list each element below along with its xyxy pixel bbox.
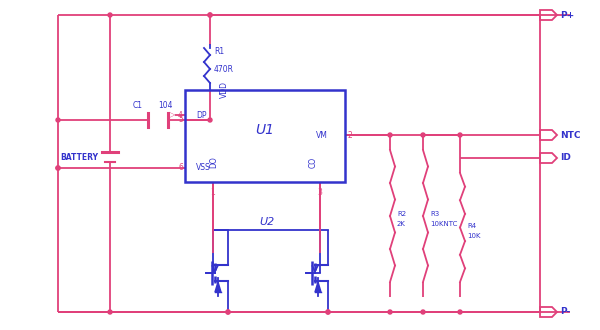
Circle shape bbox=[226, 310, 230, 314]
Text: BATTERY: BATTERY bbox=[60, 152, 98, 161]
Circle shape bbox=[458, 133, 462, 137]
Text: R2: R2 bbox=[397, 211, 406, 217]
Circle shape bbox=[421, 133, 425, 137]
Text: 10KNTC: 10KNTC bbox=[430, 221, 457, 227]
Text: C1: C1 bbox=[133, 101, 143, 110]
Circle shape bbox=[208, 13, 212, 17]
Text: P-: P- bbox=[560, 308, 570, 316]
Text: P+: P+ bbox=[560, 11, 574, 19]
Polygon shape bbox=[215, 282, 221, 292]
Text: 3: 3 bbox=[317, 188, 322, 197]
Circle shape bbox=[388, 133, 392, 137]
Circle shape bbox=[208, 118, 212, 122]
Text: ID: ID bbox=[560, 153, 571, 162]
Circle shape bbox=[208, 13, 212, 17]
Text: 4: 4 bbox=[178, 111, 183, 119]
Text: CO: CO bbox=[309, 157, 318, 168]
Text: R4: R4 bbox=[467, 222, 476, 228]
Circle shape bbox=[56, 118, 60, 122]
Bar bbox=[185, 90, 345, 182]
Circle shape bbox=[56, 166, 60, 170]
Circle shape bbox=[326, 310, 330, 314]
Polygon shape bbox=[315, 282, 321, 292]
Circle shape bbox=[458, 310, 462, 314]
Text: R1: R1 bbox=[214, 48, 224, 56]
Circle shape bbox=[388, 310, 392, 314]
Circle shape bbox=[421, 310, 425, 314]
Text: DP: DP bbox=[196, 111, 206, 119]
Text: U2: U2 bbox=[259, 217, 275, 227]
Text: 10K: 10K bbox=[467, 233, 481, 239]
Text: DO: DO bbox=[209, 156, 218, 168]
Circle shape bbox=[108, 310, 112, 314]
Text: 2K: 2K bbox=[397, 221, 406, 227]
Text: VM: VM bbox=[316, 130, 328, 140]
Circle shape bbox=[326, 310, 330, 314]
Text: VSS: VSS bbox=[196, 163, 211, 173]
Text: 6: 6 bbox=[178, 163, 183, 173]
Text: 2: 2 bbox=[347, 130, 352, 140]
Circle shape bbox=[56, 166, 60, 170]
Circle shape bbox=[226, 310, 230, 314]
Text: 1: 1 bbox=[211, 188, 215, 197]
Text: U1: U1 bbox=[256, 123, 275, 137]
Text: 104: 104 bbox=[158, 101, 173, 110]
Text: R3: R3 bbox=[430, 211, 439, 217]
Circle shape bbox=[108, 13, 112, 17]
Text: 470R: 470R bbox=[214, 65, 234, 75]
Text: 5: 5 bbox=[178, 115, 183, 124]
Text: NTC: NTC bbox=[560, 130, 581, 140]
Text: ▷: ▷ bbox=[169, 111, 175, 119]
Text: VDD: VDD bbox=[220, 81, 229, 98]
